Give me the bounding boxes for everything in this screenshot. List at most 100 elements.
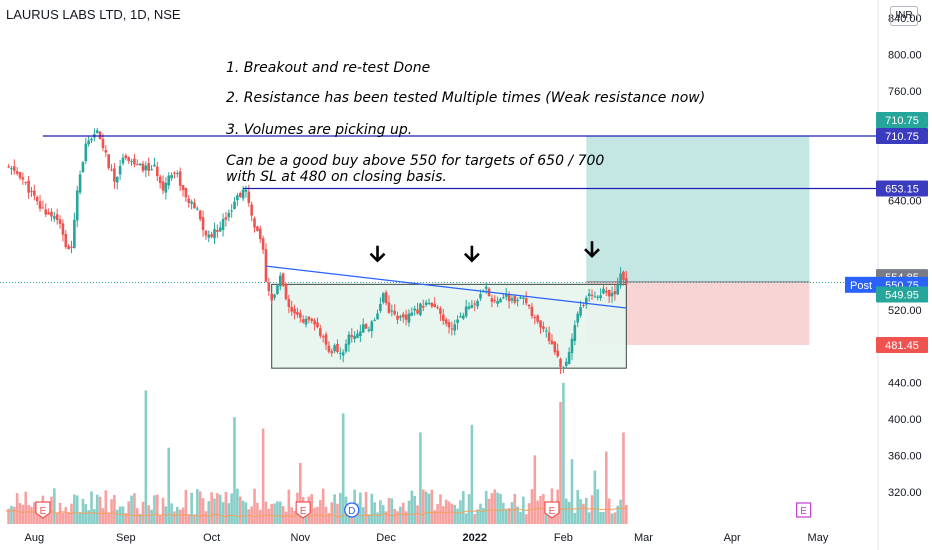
- volume-bar: [170, 503, 173, 524]
- volume-bar: [419, 432, 422, 524]
- earnings-marker-icon[interactable]: E: [544, 501, 560, 519]
- candle-body: [113, 168, 116, 182]
- price-tick-label: 800.00: [888, 50, 922, 62]
- candle-body: [321, 336, 325, 338]
- volume-bar: [336, 503, 339, 524]
- time-axis-label: Mar: [634, 532, 653, 544]
- candle-body: [287, 298, 291, 308]
- volume-bar: [256, 502, 259, 524]
- symbol-label[interactable]: LAURUS LABS LTD, 1D, NSE: [6, 7, 181, 22]
- candle-body: [207, 234, 211, 238]
- price-tick-label: 360.00: [888, 451, 922, 463]
- candle-body: [73, 219, 76, 249]
- candle-body: [278, 275, 282, 287]
- candle-body: [610, 293, 614, 297]
- volume-bar: [370, 493, 374, 524]
- candle-body: [53, 216, 56, 219]
- volume-bar: [625, 504, 628, 524]
- volume-bar: [399, 506, 402, 524]
- candle-body: [210, 234, 213, 237]
- candle-body: [622, 271, 625, 281]
- volume-bar: [533, 455, 537, 524]
- svg-text:710.75: 710.75: [885, 115, 919, 127]
- volume-bar: [439, 494, 442, 524]
- volume-bar: [278, 501, 282, 524]
- earnings-marker-icon[interactable]: E: [35, 501, 51, 519]
- earnings-marker-icon[interactable]: E: [295, 501, 311, 519]
- candle-body: [376, 313, 379, 320]
- candle-body: [330, 351, 334, 354]
- volume-bar: [487, 498, 491, 524]
- volume-bar: [75, 495, 79, 524]
- volume-bar: [453, 504, 457, 524]
- candle-body: [264, 249, 268, 282]
- volume-bar: [547, 514, 551, 524]
- svg-text:549.95: 549.95: [885, 290, 919, 302]
- volume-bar: [204, 511, 208, 524]
- candle-body: [564, 361, 568, 366]
- volume-bar: [10, 505, 13, 524]
- volume-ma-line: [5, 507, 627, 518]
- candle-body: [616, 284, 620, 295]
- candle-body: [536, 315, 539, 322]
- time-axis-label: Oct: [203, 532, 220, 544]
- candle-body: [75, 190, 79, 221]
- volume-bar: [133, 493, 136, 524]
- volume-bar: [602, 511, 605, 524]
- candle-body: [502, 297, 505, 299]
- candle-body: [158, 176, 162, 184]
- volume-bar: [238, 496, 242, 524]
- volume-bar: [44, 513, 48, 524]
- volume-bar: [393, 508, 396, 524]
- candle-body: [84, 143, 88, 162]
- candle-body: [78, 174, 82, 193]
- time-axis-label: Aug: [25, 532, 45, 544]
- candle-body: [319, 328, 322, 336]
- candle-body: [493, 300, 497, 302]
- candle-body: [15, 171, 19, 174]
- candle-body: [18, 172, 22, 178]
- volume-bar: [319, 500, 322, 524]
- candle-body: [101, 138, 105, 149]
- volume-bar: [193, 514, 196, 524]
- volume-bar: [479, 503, 482, 524]
- volume-bar: [67, 512, 70, 524]
- currency-button[interactable]: INR: [890, 6, 918, 26]
- volume-bar: [213, 498, 216, 524]
- candle-body: [510, 298, 514, 301]
- candle-body: [281, 273, 285, 286]
- volume-bar: [190, 492, 193, 524]
- candle-body: [399, 316, 402, 318]
- volume-bar: [562, 382, 565, 524]
- earnings-marker-icon[interactable]: E: [796, 502, 812, 518]
- candle-body: [441, 314, 445, 321]
- annotation-volumes: 3. Volumes are picking up.: [226, 122, 413, 138]
- candle-body: [613, 291, 617, 295]
- candle-body: [379, 303, 382, 311]
- candle-body: [44, 209, 48, 215]
- volume-bar: [387, 497, 391, 524]
- candle-body: [273, 294, 276, 298]
- volume-bar: [433, 510, 437, 524]
- candle-body: [247, 191, 251, 203]
- volume-bar: [619, 499, 622, 524]
- price-tick-label: 400.00: [888, 414, 922, 426]
- volume-bar: [196, 489, 199, 524]
- candle-body: [198, 210, 202, 220]
- candle-body: [216, 230, 219, 232]
- candle-body: [310, 318, 314, 322]
- price-label-tag: 481.45: [876, 336, 928, 353]
- volume-bar: [267, 508, 271, 524]
- candle-body: [567, 352, 571, 364]
- dividend-marker-icon[interactable]: D: [344, 502, 360, 518]
- candle-body: [153, 164, 156, 167]
- down-arrow-icon: [463, 245, 480, 263]
- candle-body: [258, 228, 262, 240]
- candle-body: [473, 303, 477, 305]
- volume-bar: [276, 501, 279, 524]
- price-tick-label: 640.00: [888, 195, 922, 207]
- candle-body: [190, 201, 193, 204]
- volume-bar: [187, 514, 191, 524]
- volume-bar: [47, 512, 50, 524]
